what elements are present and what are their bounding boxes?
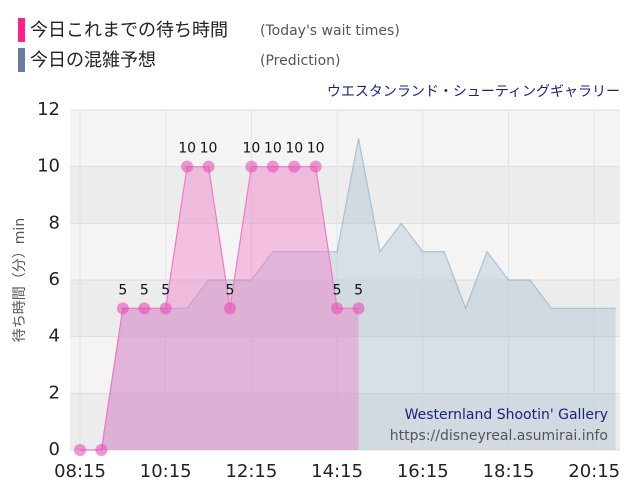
data-point — [223, 302, 236, 315]
data-point — [352, 302, 365, 315]
data-label: 5 — [118, 282, 127, 298]
legend-label: 今日これまでの待ち時間 — [30, 20, 228, 41]
data-label: 10 — [285, 141, 303, 157]
y-tick-label: 2 — [49, 382, 60, 403]
data-point — [159, 302, 172, 315]
data-point — [116, 302, 129, 315]
y-axis-label: 待ち時間（分）min — [12, 218, 28, 342]
y-tick-label: 10 — [37, 156, 60, 177]
area — [80, 166, 359, 450]
data-point — [245, 160, 258, 173]
data-label: 10 — [178, 141, 196, 157]
data-label: 5 — [354, 282, 363, 298]
data-point — [288, 160, 301, 173]
y-tick-label: 12 — [37, 99, 60, 120]
legend-swatch — [18, 18, 25, 42]
y-tick-label: 8 — [49, 212, 60, 233]
plot: 0 2 4 6 8 10 12 08:15 10:15 12:15 14:15 16:15 18:15 2… — [37, 99, 620, 482]
data-point — [331, 302, 344, 315]
y-tick-label: 0 — [49, 439, 60, 460]
data-label: 10 — [307, 141, 325, 157]
area — [101, 138, 616, 451]
watermark: Westernland Shootin' Gallery — [405, 407, 608, 423]
grid-band — [70, 166, 620, 224]
x-tick-label: 10:15 — [140, 461, 192, 482]
watermark: https://disneyreal.asumirai.info — [390, 428, 608, 444]
data-label: 10 — [200, 141, 218, 157]
x-tick-label: 18:15 — [483, 461, 535, 482]
x-tick-label: 08:15 — [54, 461, 106, 482]
legend-label: 今日の混雑予想 — [30, 50, 156, 71]
grid-band — [70, 393, 620, 450]
x-tick-label: 16:15 — [397, 461, 449, 482]
data-point — [266, 160, 279, 173]
data-point — [138, 302, 151, 315]
legend-note: (Today's wait times) — [260, 23, 400, 39]
data-label: 5 — [333, 282, 342, 298]
x-tick-label: 14:15 — [311, 461, 363, 482]
data-label: 10 — [242, 141, 260, 157]
data-label: 5 — [161, 282, 170, 298]
data-label: 5 — [226, 282, 235, 298]
x-tick-label: 12:15 — [225, 461, 277, 482]
legend-note: (Prediction) — [260, 53, 340, 69]
data-point — [309, 160, 322, 173]
data-point — [74, 444, 86, 456]
y-tick-label: 6 — [49, 269, 60, 290]
legend-swatch — [18, 48, 25, 72]
line — [100, 138, 616, 451]
x-tick-label: 20:15 — [568, 461, 620, 482]
data-label: 5 — [140, 282, 149, 298]
data-point — [202, 160, 215, 173]
chart-subtitle: ウエスタンランド・シューティングギャラリー — [327, 84, 620, 100]
y-tick-label: 4 — [49, 326, 60, 347]
data-point — [181, 160, 194, 173]
data-point — [95, 444, 108, 456]
data-label: 10 — [264, 141, 282, 157]
